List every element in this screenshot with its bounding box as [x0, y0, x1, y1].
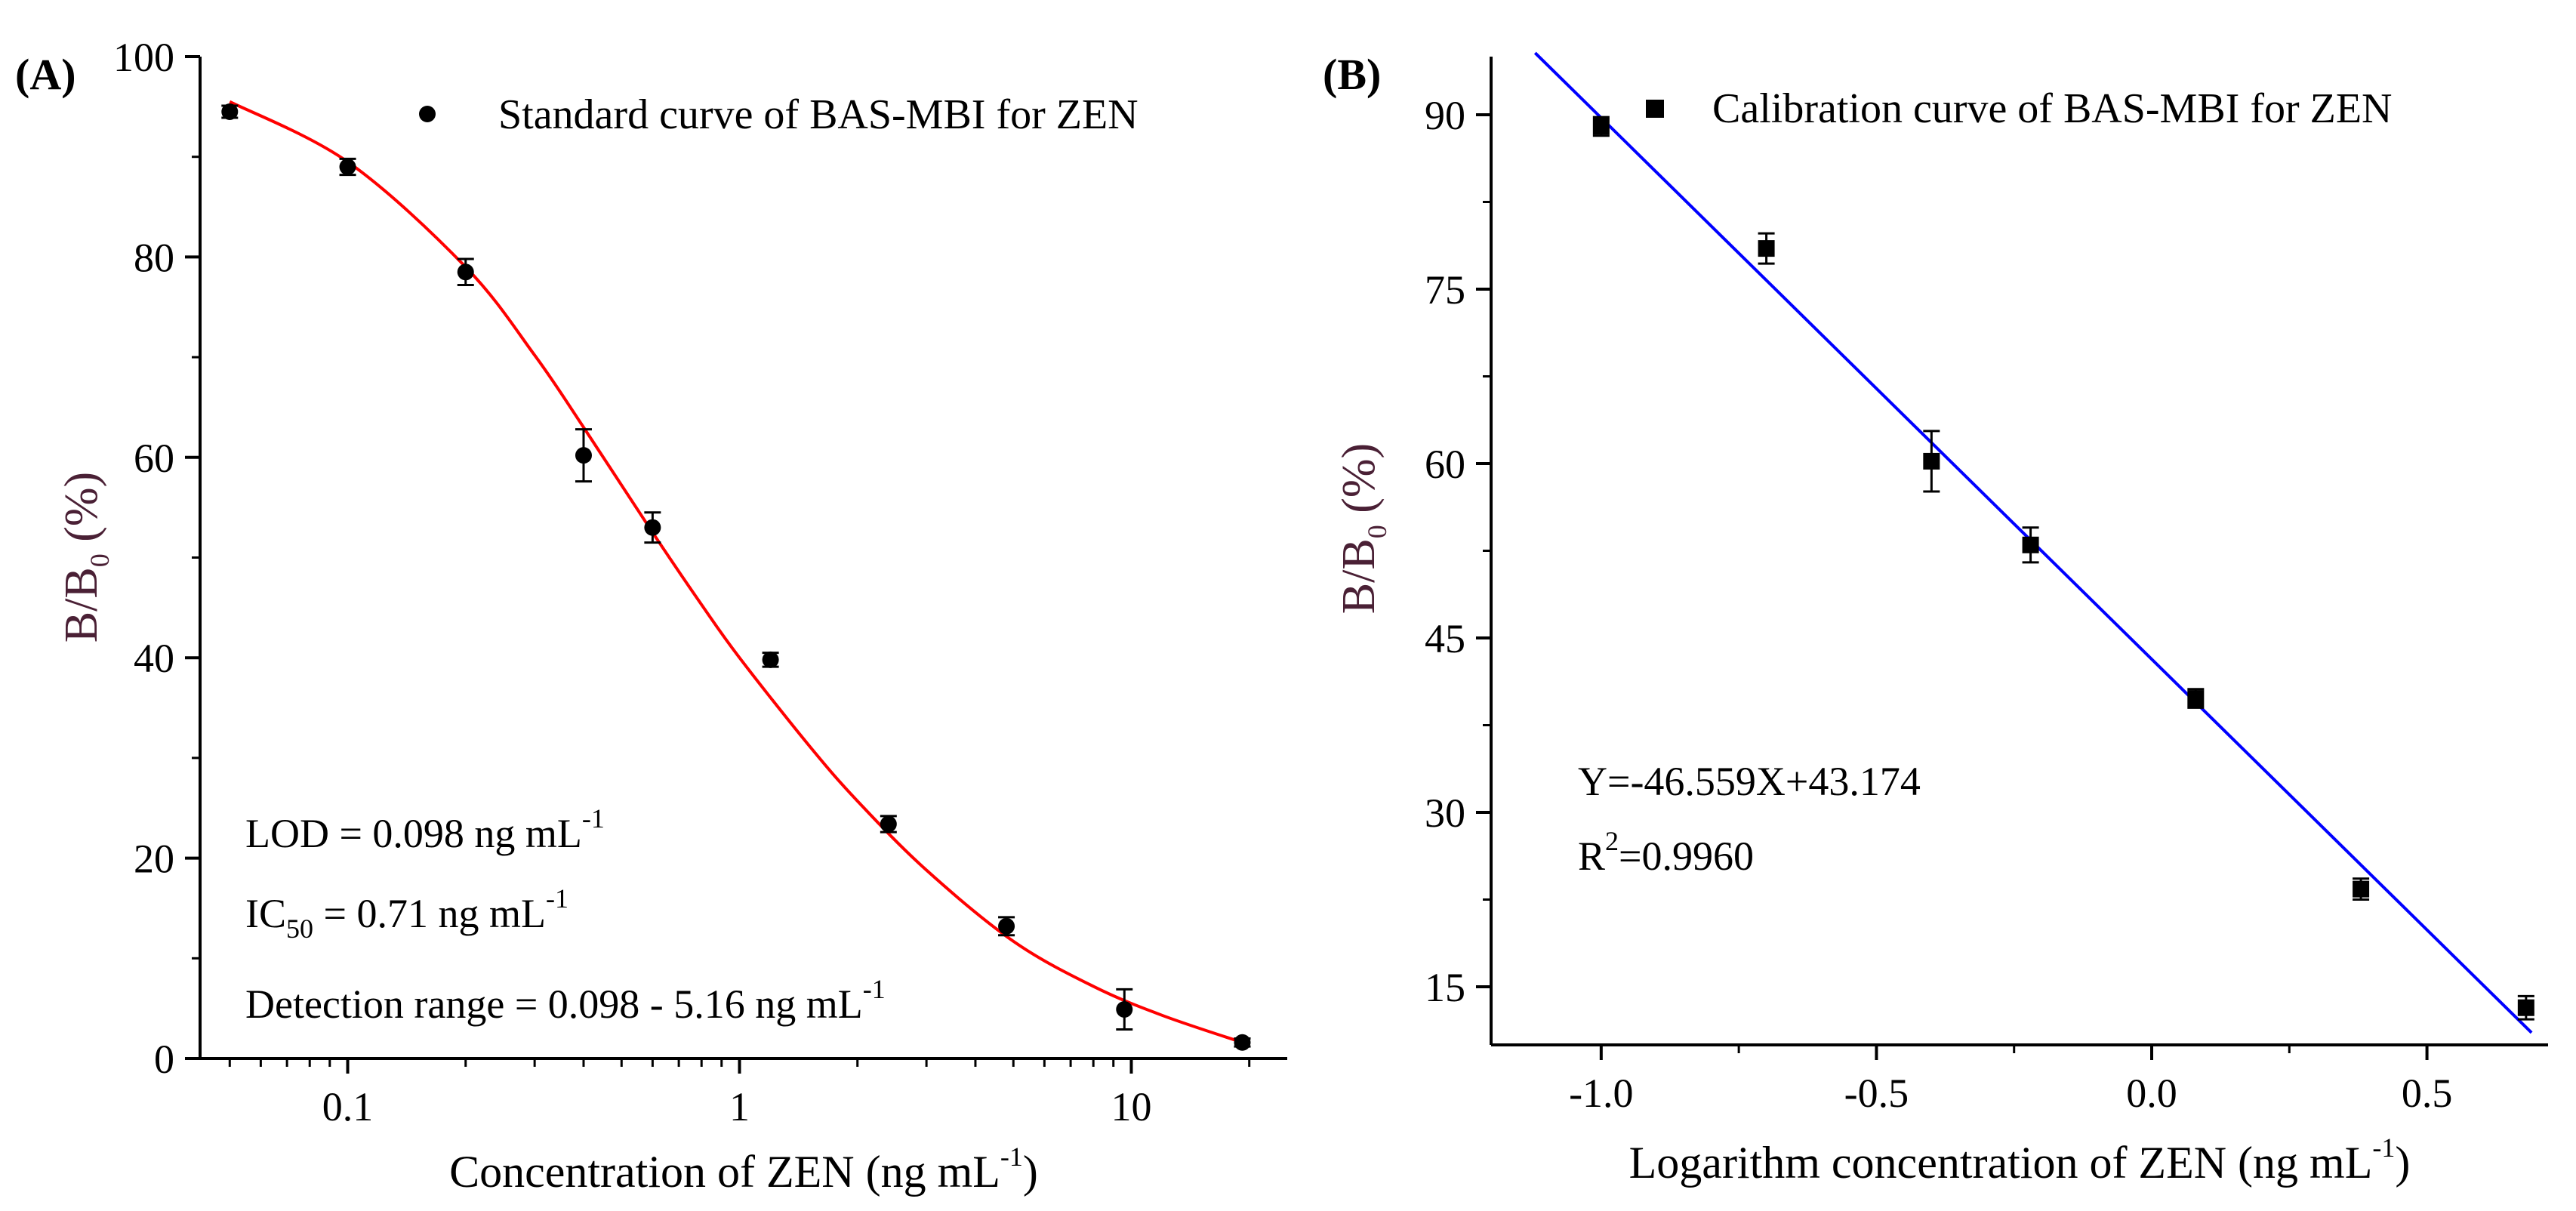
- data-point: [339, 158, 356, 175]
- y-tick-label: 0: [154, 1037, 174, 1082]
- x-tick-label: 1: [729, 1084, 750, 1129]
- panel-b-r2-text: =0.9960: [1619, 834, 1754, 879]
- panel-b-r2-pre: R: [1578, 834, 1605, 879]
- y-tick-label: 100: [113, 35, 174, 80]
- data-point: [1116, 1000, 1133, 1018]
- panel-a-data-points: [221, 103, 1251, 1051]
- panel-b-y-label-end: (%): [1333, 443, 1385, 525]
- panel-b-legend-marker: [1646, 100, 1664, 118]
- y-tick-label: 15: [1425, 965, 1465, 1010]
- x-tick-label: 10: [1111, 1084, 1151, 1129]
- panel-b-ticks: -1.0 -0.5 0.0 0.5 15 30 45 60 75 90: [1425, 93, 2452, 1116]
- data-point: [2517, 999, 2534, 1016]
- data-point: [1923, 452, 1940, 470]
- panel-a-ic50-sup: -1: [546, 883, 569, 914]
- panel-b-x-label-end: ): [2395, 1138, 2410, 1188]
- panel-b: (B) -1.0 -0.5 0.0 0.5 15 30 45 60 75 90 Calibrati…: [1323, 50, 2548, 1188]
- data-point: [2187, 690, 2205, 707]
- panel-a-legend: Standard curve of BAS-MBI for ZEN: [419, 91, 1139, 138]
- data-point: [221, 103, 239, 120]
- panel-b-legend-label: Calibration curve of BAS-MBI for ZEN: [1712, 85, 2392, 132]
- data-point: [575, 447, 592, 464]
- y-tick-label: 80: [134, 235, 174, 280]
- panel-b-y-label: B/B0 (%): [1333, 443, 1392, 614]
- panel-a-ic50-sub: 50: [286, 914, 313, 944]
- x-tick-label: 0.0: [2126, 1071, 2177, 1116]
- panel-a-x-label-sup: -1: [1000, 1142, 1023, 1172]
- y-tick-label: 60: [134, 436, 174, 481]
- data-point: [2353, 880, 2370, 898]
- panel-a-lod: LOD = 0.098 ng mL-1: [245, 803, 605, 856]
- panel-b-legend: Calibration curve of BAS-MBI for ZEN: [1646, 85, 2392, 132]
- y-tick-label: 45: [1425, 616, 1465, 661]
- panel-a-x-label-main: Concentration of ZEN (ng mL: [449, 1147, 1000, 1197]
- panel-a-lod-text: LOD = 0.098 ng mL: [245, 811, 582, 856]
- panel-b-r-squared: R2=0.9960: [1578, 826, 1754, 879]
- panel-a-ic50-text: = 0.71 ng mL: [313, 891, 546, 936]
- panel-b-r2-sup: 2: [1605, 826, 1619, 856]
- x-tick-label: 0.5: [2402, 1071, 2453, 1116]
- panel-a-range-text: Detection range = 0.098 - 5.16 ng mL: [245, 981, 863, 1027]
- data-point: [1234, 1034, 1251, 1051]
- data-point: [1758, 240, 1775, 257]
- panel-a-detection-range: Detection range = 0.098 - 5.16 ng mL-1: [245, 974, 886, 1027]
- panel-b-data-points: [1592, 116, 2534, 1021]
- data-point: [1592, 118, 1610, 135]
- panel-a-x-label: Concentration of ZEN (ng mL-1): [449, 1142, 1038, 1197]
- panel-b-y-label-sub: 0: [1362, 525, 1392, 538]
- panel-a-range-sup: -1: [863, 974, 886, 1004]
- panel-a-ic50: IC50 = 0.71 ng mL-1: [245, 883, 569, 944]
- panel-b-equation: Y=-46.559X+43.174: [1578, 759, 1921, 804]
- panel-b-y-label-main: B/B: [1333, 538, 1385, 614]
- x-tick-label: -1.0: [1569, 1071, 1633, 1116]
- panel-b-plot: -1.0 -0.5 0.0 0.5 15 30 45 60 75 90: [1425, 51, 2548, 1116]
- panel-a-label: (A): [15, 50, 76, 99]
- y-tick-label: 40: [134, 636, 174, 681]
- panel-b-x-label: Logarithm concentration of ZEN (ng mL-1): [1629, 1132, 2411, 1188]
- panel-a-legend-marker: [419, 106, 436, 122]
- panel-a-ic50-pre: IC: [245, 891, 286, 936]
- panel-a-y-label-end: (%): [56, 472, 107, 553]
- panel-a-lod-sup: -1: [582, 803, 605, 834]
- panel-b-label: (B): [1323, 50, 1381, 99]
- x-tick-label: 0.1: [322, 1084, 374, 1129]
- panel-a-x-label-end: ): [1023, 1147, 1038, 1197]
- data-point: [998, 917, 1015, 935]
- x-tick-label: -0.5: [1844, 1071, 1909, 1116]
- y-tick-label: 60: [1425, 442, 1465, 487]
- panel-a-y-label: B/B0 (%): [56, 472, 115, 642]
- panel-b-x-label-main: Logarithm concentration of ZEN (ng mL: [1629, 1138, 2373, 1188]
- y-tick-label: 75: [1425, 267, 1465, 313]
- y-tick-label: 90: [1425, 93, 1465, 138]
- panel-a-legend-label: Standard curve of BAS-MBI for ZEN: [498, 91, 1139, 138]
- y-tick-label: 30: [1425, 790, 1465, 836]
- panel-b-x-label-sup: -1: [2372, 1132, 2395, 1163]
- y-tick-label: 20: [134, 837, 174, 882]
- panel-a-y-label-main: B/B: [56, 567, 107, 642]
- data-point: [2022, 536, 2039, 553]
- data-point: [880, 815, 897, 833]
- data-point: [644, 519, 661, 536]
- data-point: [457, 263, 474, 281]
- data-point: [762, 651, 779, 668]
- panel-a-y-label-sub: 0: [85, 553, 115, 567]
